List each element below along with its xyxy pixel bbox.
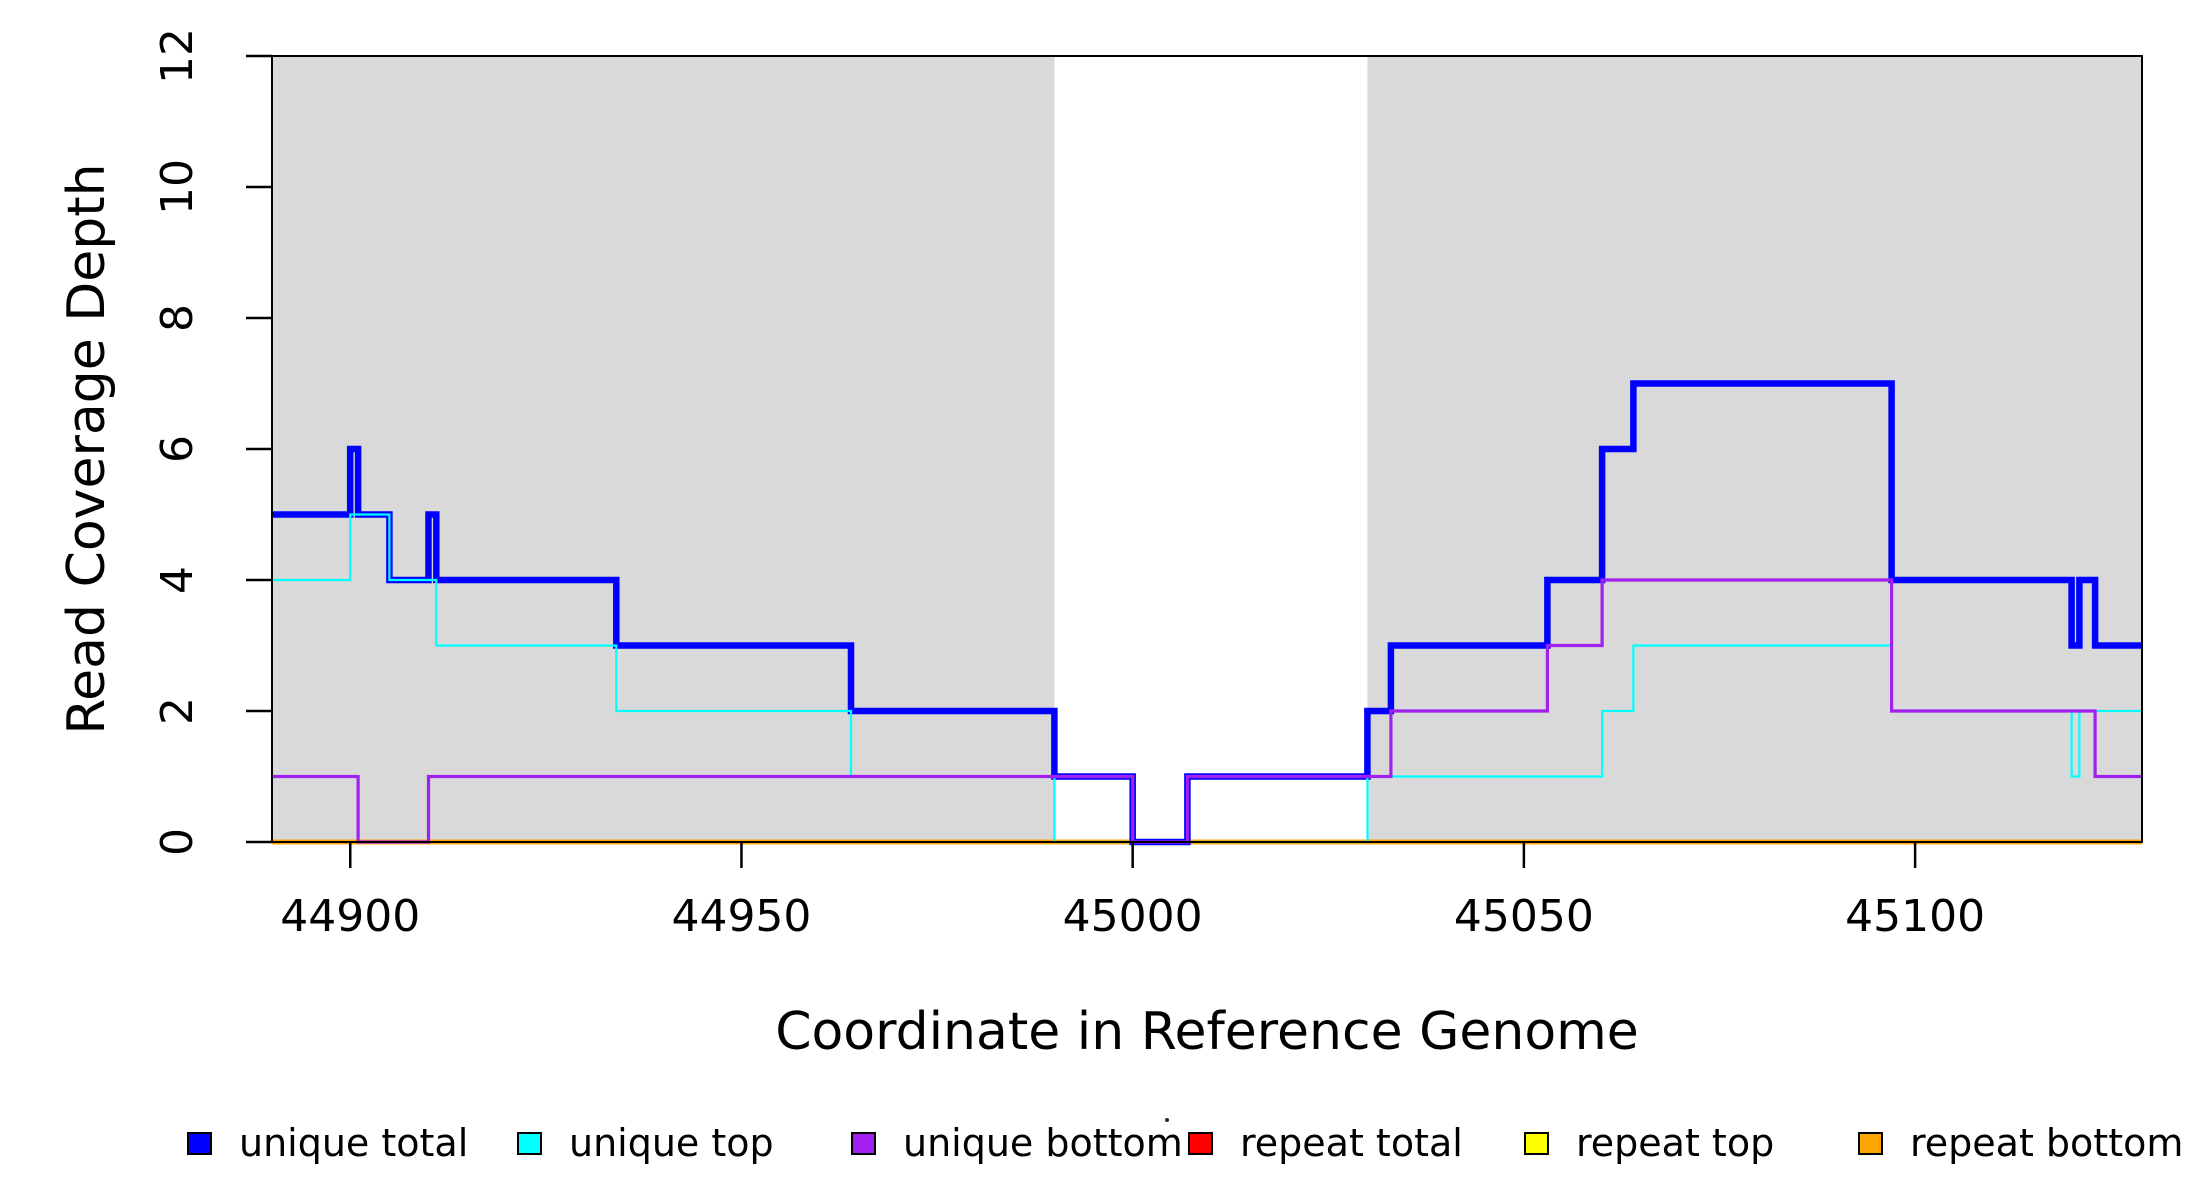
x-tick-label: 44900 (280, 891, 420, 942)
shaded-region (1367, 56, 2142, 842)
y-axis-title: Read Coverage Depth (57, 163, 117, 735)
stray-dot-mark (1165, 1118, 1169, 1122)
y-tick-label: 6 (152, 435, 203, 463)
x-axis-title: Coordinate in Reference Genome (775, 1002, 1639, 1062)
x-tick-label: 44950 (671, 891, 811, 942)
x-tick-label: 45000 (1063, 891, 1203, 942)
y-tick-label: 8 (152, 304, 203, 332)
y-tick-label: 10 (152, 159, 203, 215)
y-tick-label: 2 (152, 697, 203, 725)
x-tick-label: 45100 (1845, 891, 1985, 942)
y-tick-label: 12 (152, 28, 203, 84)
series-line-unique-bottom (272, 578, 2142, 844)
shaded-region (272, 56, 1055, 842)
y-tick-label: 4 (152, 566, 203, 594)
y-tick-label: 0 (152, 828, 203, 856)
x-tick-label: 45050 (1454, 891, 1594, 942)
